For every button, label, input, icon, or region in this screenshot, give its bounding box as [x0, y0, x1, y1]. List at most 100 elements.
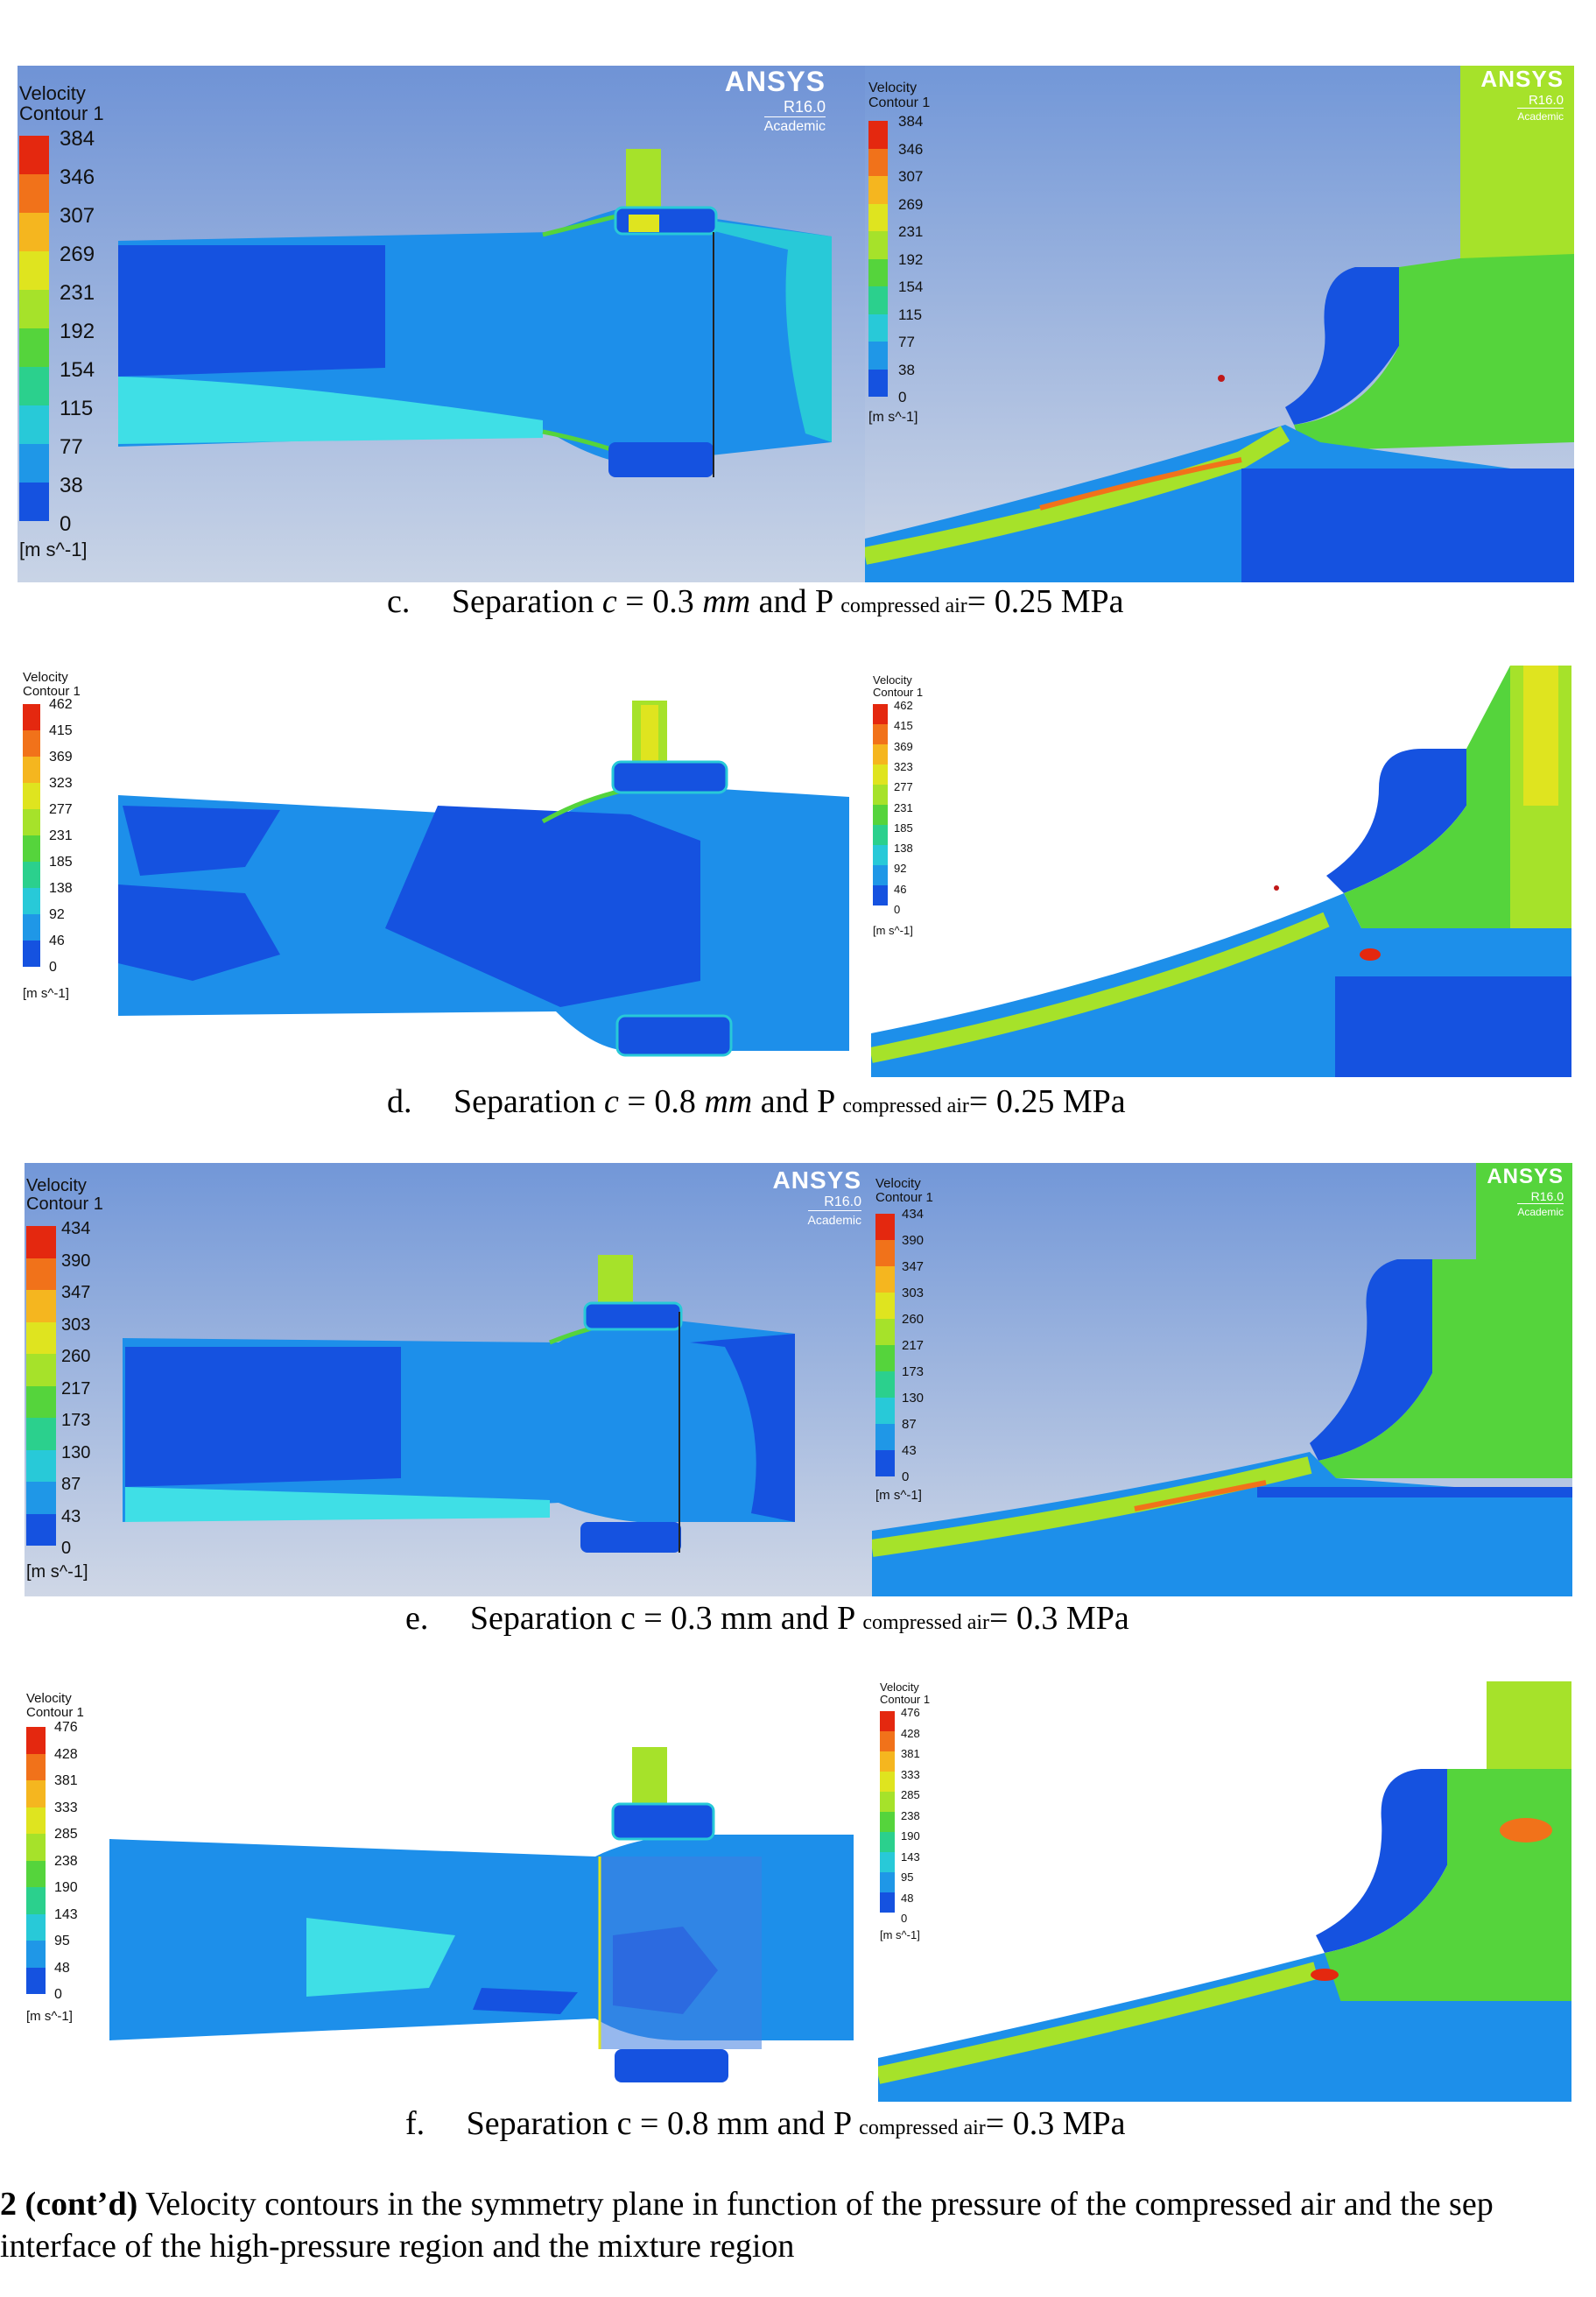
contour-panel-f-zoom: Velocity Contour 1 476 428 381 333 285 238 190…	[878, 1673, 1571, 2102]
color-scale-segment	[868, 258, 888, 286]
legend-tick-label: 381	[901, 1747, 920, 1760]
legend-tick-label: 77	[60, 435, 83, 459]
color-scale-segment	[26, 1290, 56, 1322]
contour-panel-d-full: Velocity Contour 1 462 415 369 323 277 231 185…	[18, 666, 871, 1082]
legend-tick-label: 46	[49, 934, 65, 948]
color-scale-segment	[873, 865, 888, 885]
color-scale-segment	[875, 1266, 895, 1293]
color-scale-segment	[880, 1852, 895, 1872]
color-scale-bar	[19, 136, 49, 521]
subfigure-caption-c: c. Separation c = 0.3 mm and P compresse…	[387, 583, 1124, 620]
color-scale-segment	[19, 290, 49, 328]
color-scale-segment	[880, 1731, 895, 1751]
color-scale-segment	[23, 783, 40, 809]
color-scale-segment	[880, 1711, 895, 1731]
legend-tick-label: 190	[54, 1880, 78, 1895]
nozzle-contour-d-zoom	[871, 666, 1571, 1077]
color-scale-segment	[23, 862, 40, 888]
color-scale-segment	[875, 1371, 895, 1398]
color-scale-segment	[26, 1834, 46, 1861]
color-scale-bar	[23, 704, 40, 967]
color-scale-segment	[868, 231, 888, 259]
legend-tick-label: 87	[902, 1417, 917, 1432]
legend-tick-label: 285	[901, 1788, 920, 1801]
color-scale-segment	[26, 1226, 56, 1258]
legend-tick-label: 428	[901, 1726, 920, 1740]
legend-tick-label: 43	[902, 1443, 917, 1458]
legend-tick-label: 0	[894, 903, 901, 916]
legend-tick-label: 38	[898, 361, 915, 378]
legend-tick-label: 173	[61, 1411, 91, 1430]
color-scale-segment	[875, 1214, 895, 1240]
color-scale-segment	[880, 1892, 895, 1913]
legend-tick-label: 192	[898, 250, 924, 268]
legend-tick-label: 77	[898, 334, 915, 350]
color-scale-bar	[880, 1711, 895, 1913]
color-scale-segment	[868, 176, 888, 204]
legend-tick-label: 415	[894, 719, 913, 733]
legend-tick-label: 46	[894, 882, 907, 896]
legend-tick-label: 231	[894, 800, 913, 814]
color-scale-segment	[26, 1780, 46, 1807]
color-scale-segment	[26, 1482, 56, 1514]
legend-tick-label: 190	[901, 1829, 920, 1843]
color-scale-segment	[880, 1751, 895, 1772]
color-scale-segment	[873, 785, 888, 805]
color-scale-segment	[19, 444, 49, 483]
legend-tick-label: 0	[902, 1469, 910, 1484]
color-scale-segment	[26, 1941, 46, 1968]
legend-tick-label: 0	[49, 960, 57, 975]
legend-tick-label: 154	[898, 278, 924, 295]
legend-e-zoom: Velocity Contour 1 434 390 347 303 260 217 173…	[875, 1176, 933, 1503]
color-scale-segment	[19, 174, 49, 213]
color-scale-segment	[873, 704, 888, 724]
legend-tick-label: 285	[54, 1827, 78, 1842]
nozzle-contour-f-full	[109, 1747, 854, 2082]
legend-d-full: Velocity Contour 1 462 415 369 323 277 231 185…	[23, 670, 81, 1001]
legend-tick-label: 130	[902, 1391, 925, 1406]
legend-tick-label: 381	[54, 1773, 78, 1788]
color-scale-segment	[875, 1319, 895, 1345]
color-scale-bar	[875, 1214, 895, 1476]
contour-panel-e-zoom: Velocity Contour 1 434 390 347 303 260 217 173…	[872, 1163, 1572, 1596]
legend-tick-label: 269	[60, 243, 95, 266]
color-scale-bar	[26, 1226, 56, 1546]
legend-f-zoom: Velocity Contour 1 476 428 381 333 285 238 190…	[880, 1680, 931, 1941]
color-scale-segment	[873, 825, 888, 845]
legend-tick-label: 390	[61, 1251, 91, 1271]
nozzle-contour-e-full	[123, 1255, 795, 1553]
legend-tick-label: 0	[898, 389, 907, 405]
legend-tick-label: 143	[901, 1850, 920, 1864]
color-scale-bar	[26, 1727, 46, 1994]
legend-tick-label: 369	[894, 739, 913, 753]
figure-caption-line-1: 2 (cont’d) Velocity contours in the symm…	[0, 2186, 1494, 2223]
color-scale-segment	[19, 328, 49, 367]
legend-f-full: Velocity Contour 1 476 428 381 333 285 238 190…	[26, 1691, 84, 2024]
legend-tick-label: 154	[60, 358, 95, 382]
figure-caption: 2 (cont’d) Velocity contours in the symm…	[0, 2185, 1494, 2265]
legend-tick-label: 0	[54, 1987, 62, 2002]
color-scale-segment	[875, 1345, 895, 1371]
contour-panel-f-full: Velocity Contour 1 476 428 381 333 285 238 190…	[18, 1673, 875, 2102]
subfigure-caption-d: d. Separation c = 0.8 mm and P compresse…	[387, 1083, 1126, 1120]
color-scale-segment	[873, 764, 888, 785]
legend-tick-label: 346	[60, 166, 95, 189]
ansys-watermark: ANSYS R16.0 Academic	[772, 1166, 861, 1227]
nozzle-contour-c-full	[118, 149, 832, 477]
color-scale-segment	[26, 1418, 56, 1450]
color-scale-segment	[26, 1913, 46, 1941]
legend-tick-label: 143	[54, 1906, 78, 1922]
legend-unit: [m s^-1]	[19, 539, 88, 560]
legend-tick-label: 333	[901, 1767, 920, 1781]
color-scale-segment	[23, 809, 40, 835]
legend-tick-label: 173	[902, 1364, 925, 1379]
ansys-watermark: ANSYS R16.0 Academic	[1480, 66, 1564, 123]
color-scale-segment	[26, 1258, 56, 1290]
color-scale-segment	[19, 483, 49, 521]
color-scale-segment	[19, 136, 49, 174]
legend-tick-label: 130	[61, 1442, 91, 1462]
color-scale-segment	[23, 730, 40, 757]
legend-tick-label: 138	[49, 881, 73, 896]
contour-panel-c-full: Velocity Contour 1 384 346 307 269 231 192 154…	[18, 66, 865, 582]
color-scale-segment	[26, 1385, 56, 1418]
